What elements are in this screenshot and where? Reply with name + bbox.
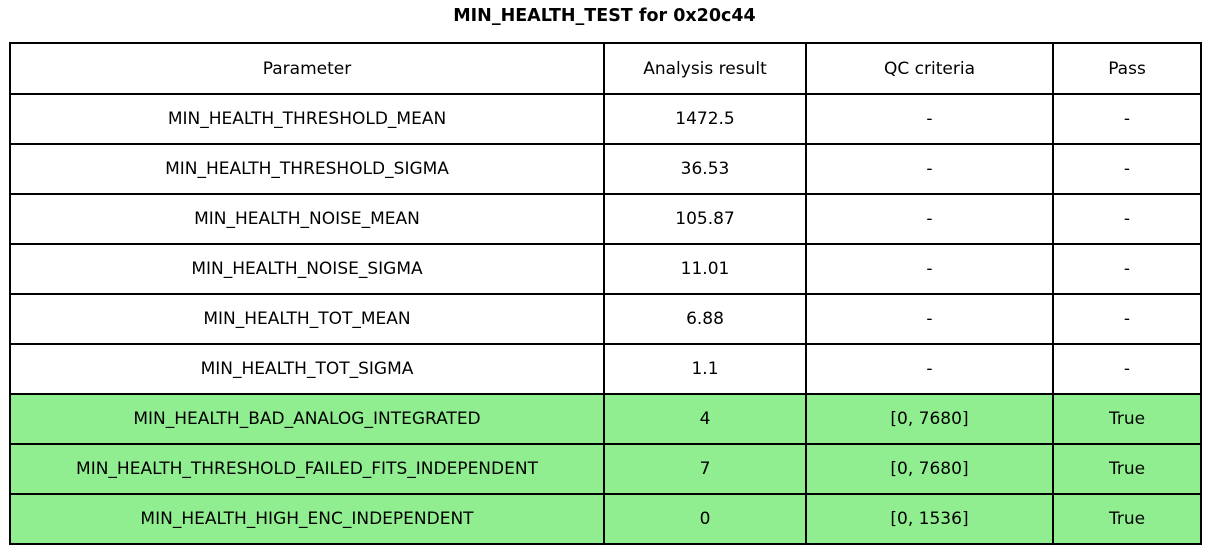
column-header-qc-criteria: QC criteria [805, 42, 1054, 95]
cell-analysis-result: 36.53 [603, 143, 807, 195]
cell-analysis-result: 105.87 [603, 193, 807, 245]
cell-parameter: MIN_HEALTH_TOT_MEAN [9, 293, 605, 345]
cell-analysis-result: 0 [603, 493, 807, 545]
page-title: MIN_HEALTH_TEST for 0x20c44 [453, 6, 756, 26]
cell-parameter: MIN_HEALTH_BAD_ANALOG_INTEGRATED [9, 393, 605, 445]
cell-parameter: MIN_HEALTH_THRESHOLD_SIGMA [9, 143, 605, 195]
cell-parameter: MIN_HEALTH_TOT_SIGMA [9, 343, 605, 395]
cell-parameter: MIN_HEALTH_HIGH_ENC_INDEPENDENT [9, 493, 605, 545]
cell-qc-criteria: - [805, 93, 1054, 145]
table-row: MIN_HEALTH_THRESHOLD_FAILED_FITS_INDEPEN… [9, 443, 1202, 495]
cell-analysis-result: 6.88 [603, 293, 807, 345]
cell-parameter: MIN_HEALTH_NOISE_SIGMA [9, 243, 605, 295]
cell-pass: True [1052, 443, 1202, 495]
cell-qc-criteria: [0, 1536] [805, 493, 1054, 545]
cell-qc-criteria: - [805, 143, 1054, 195]
cell-qc-criteria: - [805, 343, 1054, 395]
cell-pass: - [1052, 293, 1202, 345]
cell-parameter: MIN_HEALTH_THRESHOLD_MEAN [9, 93, 605, 145]
table-row: MIN_HEALTH_HIGH_ENC_INDEPENDENT 0 [0, 15… [9, 493, 1202, 545]
table-row: MIN_HEALTH_NOISE_SIGMA 11.01 - - [9, 243, 1202, 295]
qc-results-table: Parameter Analysis result QC criteria Pa… [9, 42, 1202, 545]
cell-analysis-result: 7 [603, 443, 807, 495]
table-row: MIN_HEALTH_BAD_ANALOG_INTEGRATED 4 [0, 7… [9, 393, 1202, 445]
cell-pass: - [1052, 343, 1202, 395]
cell-qc-criteria: - [805, 293, 1054, 345]
cell-pass: - [1052, 193, 1202, 245]
column-header-analysis-result: Analysis result [603, 42, 807, 95]
cell-qc-criteria: - [805, 193, 1054, 245]
table-row: MIN_HEALTH_THRESHOLD_SIGMA 36.53 - - [9, 143, 1202, 195]
cell-pass: - [1052, 243, 1202, 295]
cell-qc-criteria: [0, 7680] [805, 393, 1054, 445]
cell-analysis-result: 1472.5 [603, 93, 807, 145]
cell-pass: - [1052, 143, 1202, 195]
cell-pass: True [1052, 393, 1202, 445]
cell-qc-criteria: [0, 7680] [805, 443, 1054, 495]
cell-analysis-result: 11.01 [603, 243, 807, 295]
cell-parameter: MIN_HEALTH_THRESHOLD_FAILED_FITS_INDEPEN… [9, 443, 605, 495]
cell-pass: - [1052, 93, 1202, 145]
cell-qc-criteria: - [805, 243, 1054, 295]
table-row: MIN_HEALTH_NOISE_MEAN 105.87 - - [9, 193, 1202, 245]
header-row: Parameter Analysis result QC criteria Pa… [9, 42, 1202, 95]
table-row: MIN_HEALTH_TOT_MEAN 6.88 - - [9, 293, 1202, 345]
column-header-parameter: Parameter [9, 42, 605, 95]
table-row: MIN_HEALTH_THRESHOLD_MEAN 1472.5 - - [9, 93, 1202, 145]
column-header-pass: Pass [1052, 42, 1202, 95]
cell-analysis-result: 4 [603, 393, 807, 445]
cell-pass: True [1052, 493, 1202, 545]
cell-analysis-result: 1.1 [603, 343, 807, 395]
cell-parameter: MIN_HEALTH_NOISE_MEAN [9, 193, 605, 245]
table-row: MIN_HEALTH_TOT_SIGMA 1.1 - - [9, 343, 1202, 395]
